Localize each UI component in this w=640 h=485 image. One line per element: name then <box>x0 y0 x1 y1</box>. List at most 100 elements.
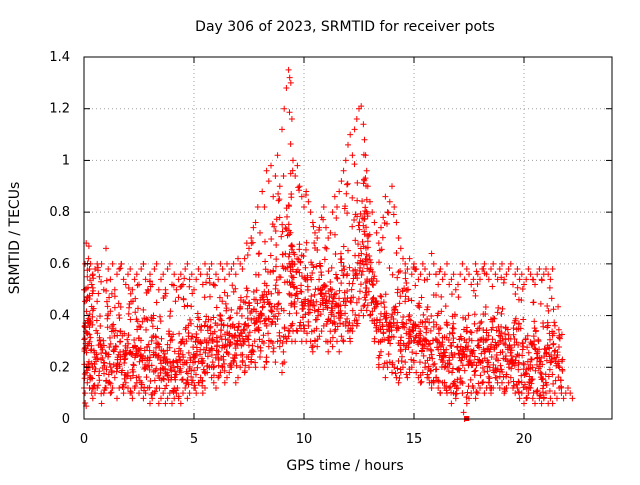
data-point <box>494 276 501 283</box>
data-point <box>403 320 410 327</box>
data-point <box>512 317 519 324</box>
data-point <box>323 320 330 327</box>
data-point <box>532 328 539 335</box>
data-point <box>363 307 370 314</box>
data-point <box>196 323 203 330</box>
data-point <box>545 373 552 380</box>
data-point <box>524 332 531 339</box>
data-point <box>273 276 280 283</box>
data-point <box>395 235 402 241</box>
data-point <box>270 267 277 274</box>
data-point <box>221 379 228 386</box>
data-point <box>363 291 370 298</box>
data-point <box>218 317 225 324</box>
data-point <box>154 340 161 347</box>
data-point <box>184 302 191 309</box>
data-point <box>416 359 423 366</box>
data-point <box>116 311 123 318</box>
data-point <box>522 336 529 343</box>
data-point <box>130 362 137 369</box>
data-point <box>454 344 461 351</box>
data-point <box>294 162 301 169</box>
data-point <box>393 250 400 257</box>
data-point <box>326 298 333 305</box>
data-point <box>82 399 89 406</box>
data-point <box>379 234 386 241</box>
data-point <box>515 320 522 327</box>
data-point <box>332 326 339 333</box>
data-point <box>151 266 158 273</box>
data-point <box>521 361 528 368</box>
data-point <box>449 330 456 337</box>
data-point <box>448 276 455 283</box>
data-point <box>296 241 303 248</box>
data-point <box>323 245 330 252</box>
data-point <box>537 369 544 376</box>
data-point <box>339 337 346 344</box>
data-point <box>361 228 368 235</box>
data-point <box>364 302 371 309</box>
data-point <box>296 246 303 253</box>
data-point <box>149 323 156 330</box>
data-point <box>309 348 316 355</box>
data-point <box>519 352 526 359</box>
data-point <box>526 373 533 380</box>
data-point <box>147 271 153 278</box>
y-tick-label: 0.8 <box>49 205 70 220</box>
data-point <box>219 364 226 371</box>
data-point <box>188 367 195 374</box>
y-tick-label: 1.2 <box>49 102 70 117</box>
data-point <box>477 384 483 391</box>
data-point <box>510 281 516 288</box>
data-point <box>376 259 383 266</box>
data-point <box>502 352 509 359</box>
data-point <box>185 329 192 336</box>
data-point <box>257 318 264 325</box>
data-point <box>463 400 470 407</box>
data-point <box>331 291 338 298</box>
data-point <box>473 268 480 275</box>
data-point <box>177 347 184 354</box>
data-point <box>267 252 274 259</box>
data-point <box>210 364 217 371</box>
data-point <box>263 282 270 289</box>
data-point <box>258 312 265 319</box>
data-point <box>256 250 263 257</box>
data-point <box>276 332 283 339</box>
data-point <box>226 369 233 376</box>
data-point <box>499 348 506 355</box>
data-point <box>207 323 214 330</box>
data-point <box>461 276 468 283</box>
data-point <box>194 314 201 321</box>
data-point <box>535 338 542 345</box>
data-point <box>111 333 118 340</box>
data-point <box>287 79 294 86</box>
data-point <box>485 359 492 366</box>
data-point <box>517 325 524 332</box>
data-point <box>311 240 318 247</box>
data-point <box>111 304 118 311</box>
data-point <box>234 327 241 334</box>
data-point <box>195 379 202 386</box>
data-point <box>286 74 293 81</box>
data-point <box>93 327 100 334</box>
data-point <box>96 313 103 320</box>
data-point <box>507 374 514 381</box>
data-point <box>98 356 105 363</box>
data-point <box>189 333 196 340</box>
data-point <box>127 290 134 297</box>
data-point <box>164 266 171 273</box>
data-point <box>269 221 276 228</box>
data-point <box>502 336 509 343</box>
data-point <box>216 294 223 301</box>
data-point <box>406 255 413 262</box>
data-point <box>402 293 409 300</box>
data-point <box>507 349 514 356</box>
data-point <box>344 180 351 187</box>
data-point <box>144 286 151 293</box>
data-point <box>444 322 451 329</box>
data-point <box>136 358 143 365</box>
data-point <box>208 352 215 359</box>
data-point <box>500 373 507 380</box>
data-point <box>365 232 372 239</box>
